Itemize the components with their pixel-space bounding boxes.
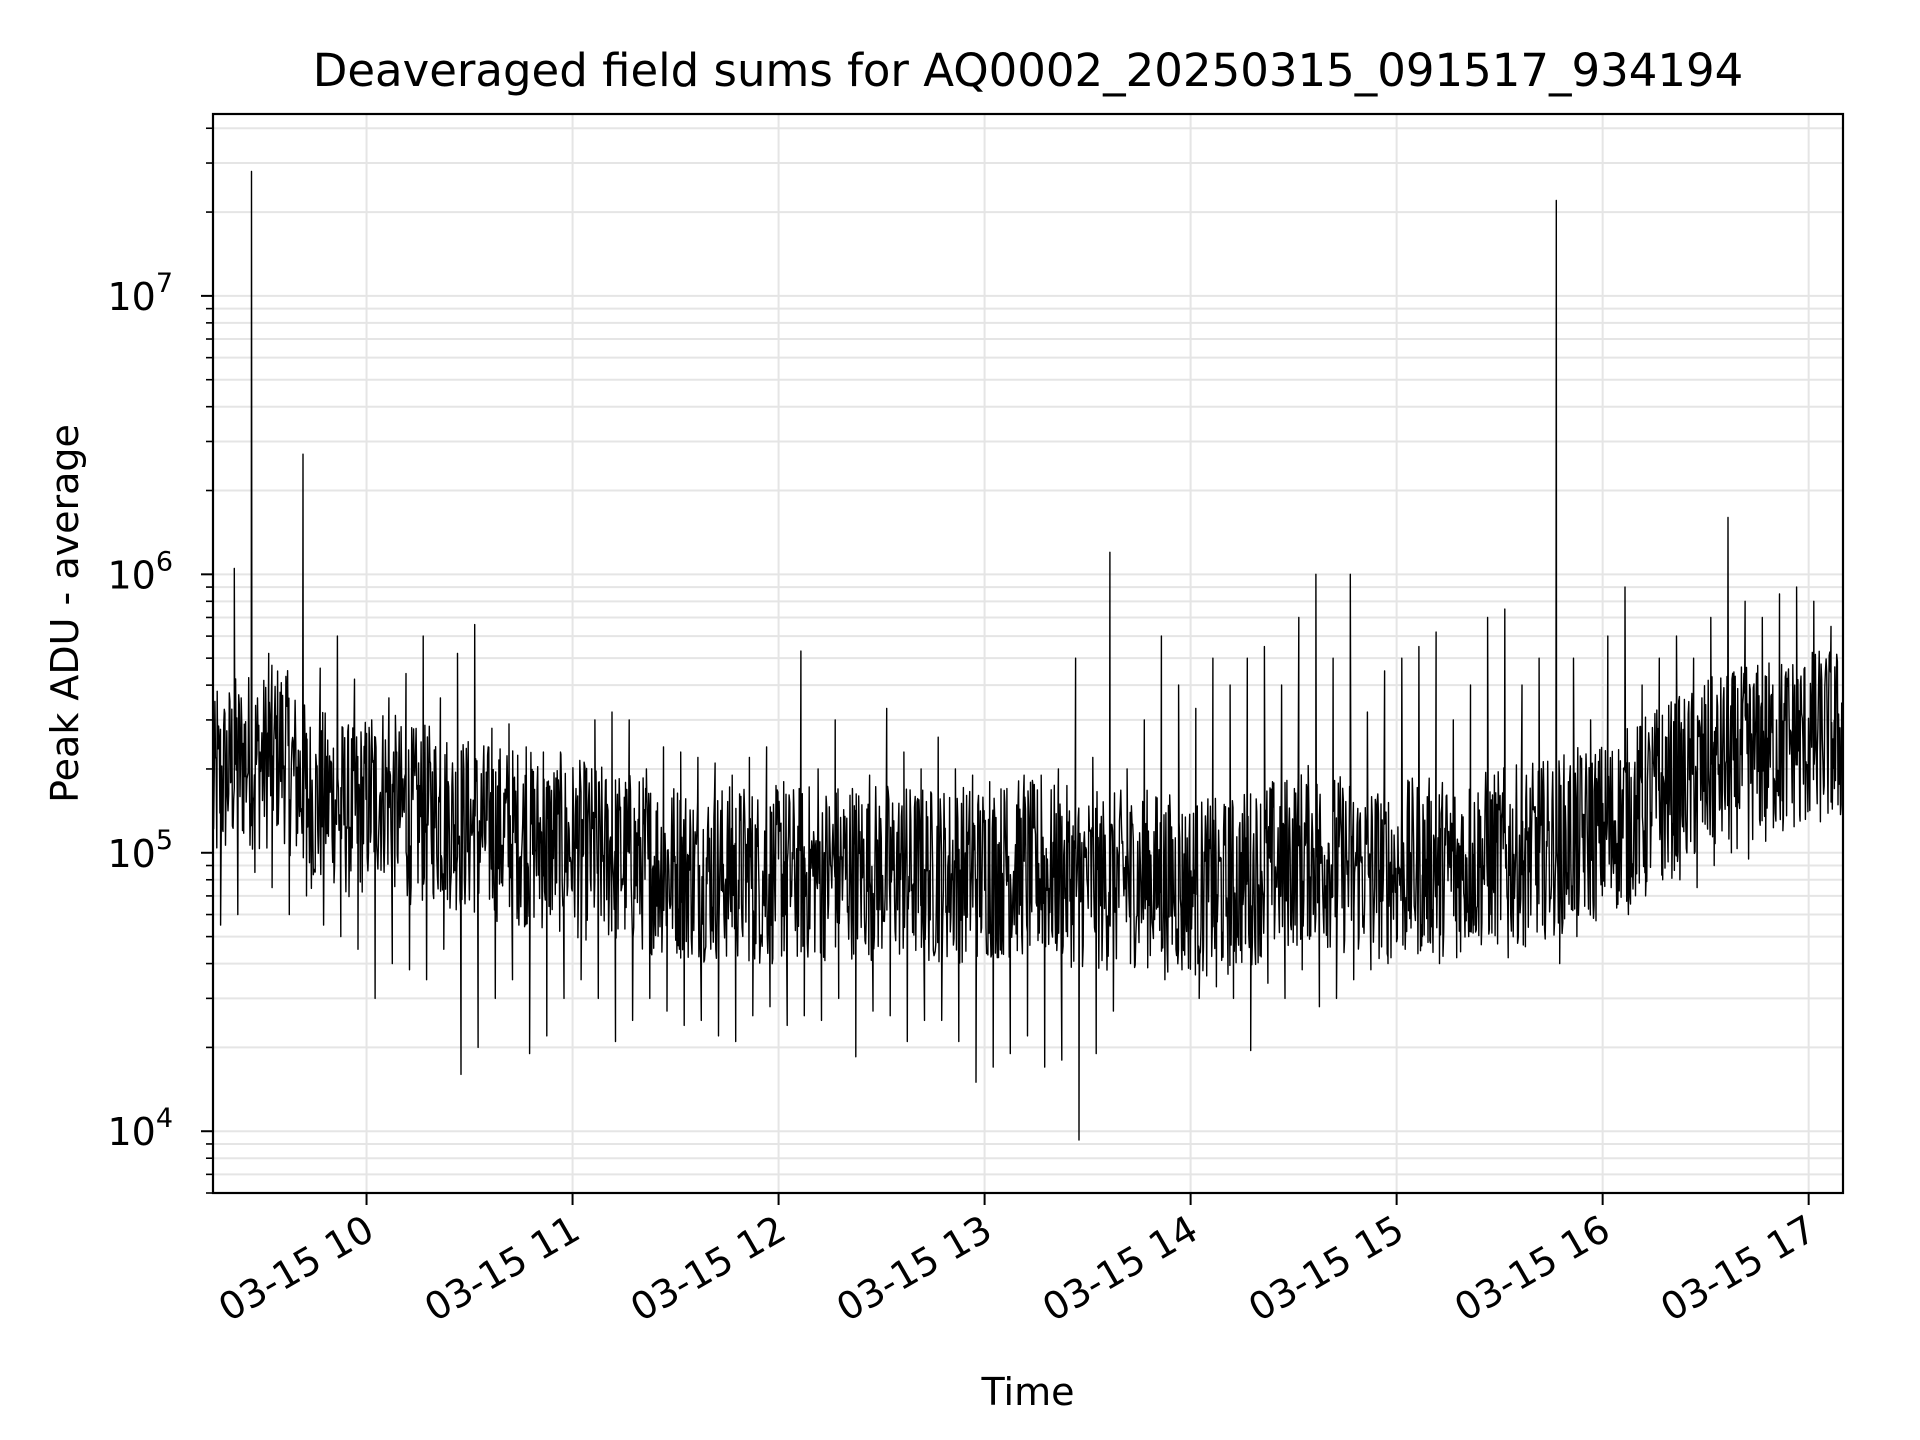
y-tick-exponent: 5 (156, 825, 173, 856)
y-tick-label: 105 (107, 825, 173, 876)
x-axis-title: Time (981, 1370, 1075, 1414)
y-tick-label: 107 (107, 268, 173, 319)
y-tick-exponent: 4 (156, 1103, 173, 1134)
chart-title: Deaveraged field sums for AQ0002_2025031… (313, 44, 1744, 97)
y-tick-base: 10 (107, 275, 155, 319)
plot-area-frame (211, 112, 1845, 1195)
y-tick-label: 106 (107, 546, 173, 597)
y-axis-title: Peak ADU - average (43, 424, 87, 803)
y-tick-exponent: 6 (156, 546, 173, 577)
y-tick-base: 10 (107, 1110, 155, 1154)
y-tick-exponent: 7 (156, 268, 173, 299)
series-line (212, 170, 1844, 1141)
y-tick-label: 104 (107, 1103, 173, 1154)
y-tick-base: 10 (107, 553, 155, 597)
data-series (212, 170, 1844, 1141)
y-tick-base: 10 (107, 832, 155, 876)
